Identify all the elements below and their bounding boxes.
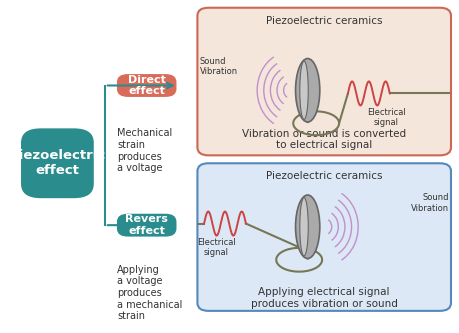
Text: Revers
effect: Revers effect (125, 214, 168, 236)
FancyBboxPatch shape (21, 128, 94, 198)
FancyBboxPatch shape (197, 8, 451, 155)
Text: Direct
effect: Direct effect (128, 75, 166, 96)
Text: Mechanical
strain
produces
a voltage: Mechanical strain produces a voltage (117, 128, 173, 173)
Text: Piezoelectric
effect: Piezoelectric effect (9, 149, 106, 177)
Ellipse shape (296, 195, 320, 258)
Text: Piezoelectric ceramics: Piezoelectric ceramics (266, 16, 382, 26)
Ellipse shape (300, 197, 308, 256)
Text: Applying
a voltage
produces
a mechanical
strain: Applying a voltage produces a mechanical… (117, 265, 183, 321)
Text: Sound
Vibration: Sound Vibration (200, 57, 238, 76)
FancyBboxPatch shape (117, 214, 176, 236)
Text: Vibration or sound is converted
to electrical signal: Vibration or sound is converted to elect… (242, 129, 406, 150)
Text: Piezoelectric ceramics: Piezoelectric ceramics (266, 171, 382, 181)
Text: Electrical
signal: Electrical signal (197, 238, 235, 257)
Text: Sound
Vibration: Sound Vibration (411, 193, 449, 213)
Text: Applying electrical signal
produces vibration or sound: Applying electrical signal produces vibr… (251, 287, 397, 309)
FancyBboxPatch shape (117, 74, 176, 97)
Ellipse shape (300, 61, 308, 120)
Text: Electrical
signal: Electrical signal (367, 108, 406, 127)
FancyBboxPatch shape (197, 163, 451, 311)
Ellipse shape (296, 59, 320, 122)
